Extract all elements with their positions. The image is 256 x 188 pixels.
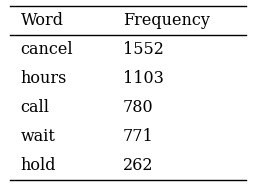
- Text: 262: 262: [123, 157, 153, 174]
- Text: cancel: cancel: [20, 41, 73, 58]
- Text: Word: Word: [20, 12, 63, 29]
- Text: hours: hours: [20, 70, 67, 87]
- Text: call: call: [20, 99, 49, 116]
- Text: wait: wait: [20, 128, 55, 145]
- Text: hold: hold: [20, 157, 56, 174]
- Text: 771: 771: [123, 128, 154, 145]
- Text: 1103: 1103: [123, 70, 164, 87]
- Text: Frequency: Frequency: [123, 12, 210, 29]
- Text: 780: 780: [123, 99, 154, 116]
- Text: 1552: 1552: [123, 41, 164, 58]
